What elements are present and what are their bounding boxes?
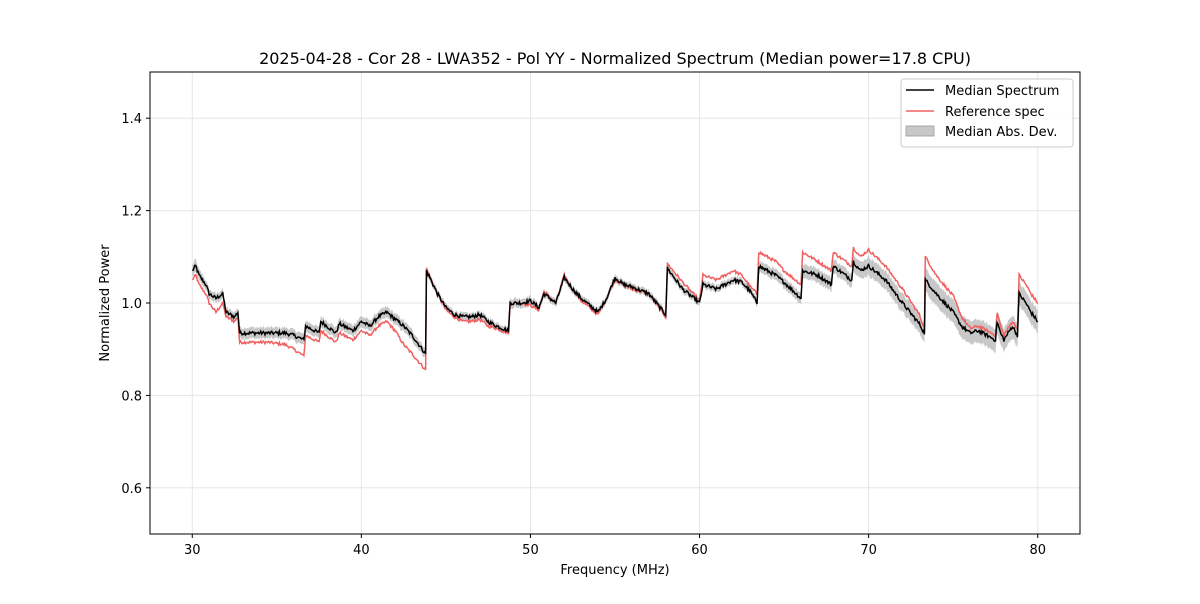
y-tick-label: 0.6 — [121, 482, 142, 497]
legend-median-label: Median Spectrum — [945, 84, 1059, 99]
x-tick-label: 70 — [860, 543, 877, 558]
y-tick-label: 1.4 — [121, 112, 142, 127]
legend-mad-swatch — [905, 125, 935, 137]
y-tick-label: 1.2 — [121, 205, 142, 220]
y-axis-label: Normalized Power — [98, 244, 113, 362]
x-tick-label: 50 — [522, 543, 539, 558]
median-abs-dev-band — [192, 252, 1038, 359]
legend: Median Spectrum Reference spec Median Ab… — [900, 78, 1074, 148]
x-tick-label: 80 — [1029, 543, 1046, 558]
legend-box — [900, 78, 1074, 148]
y-axis-ticks: 0.6 0.8 1.0 1.2 1.4 — [121, 112, 150, 497]
chart-title: 2025-04-28 - Cor 28 - LWA352 - Pol YY - … — [259, 49, 971, 68]
legend-mad-label: Median Abs. Dev. — [945, 125, 1057, 140]
x-tick-label: 30 — [184, 543, 201, 558]
y-tick-label: 0.8 — [121, 389, 142, 404]
plot-content — [192, 246, 1039, 371]
x-tick-label: 60 — [691, 543, 708, 558]
median-spectrum-line — [192, 260, 1039, 355]
legend-reference-label: Reference spec — [945, 105, 1045, 120]
x-axis-ticks: 30 40 50 60 70 80 — [184, 534, 1046, 558]
x-tick-label: 40 — [353, 543, 370, 558]
y-tick-label: 1.0 — [121, 297, 142, 312]
x-axis-label: Frequency (MHz) — [560, 563, 669, 578]
